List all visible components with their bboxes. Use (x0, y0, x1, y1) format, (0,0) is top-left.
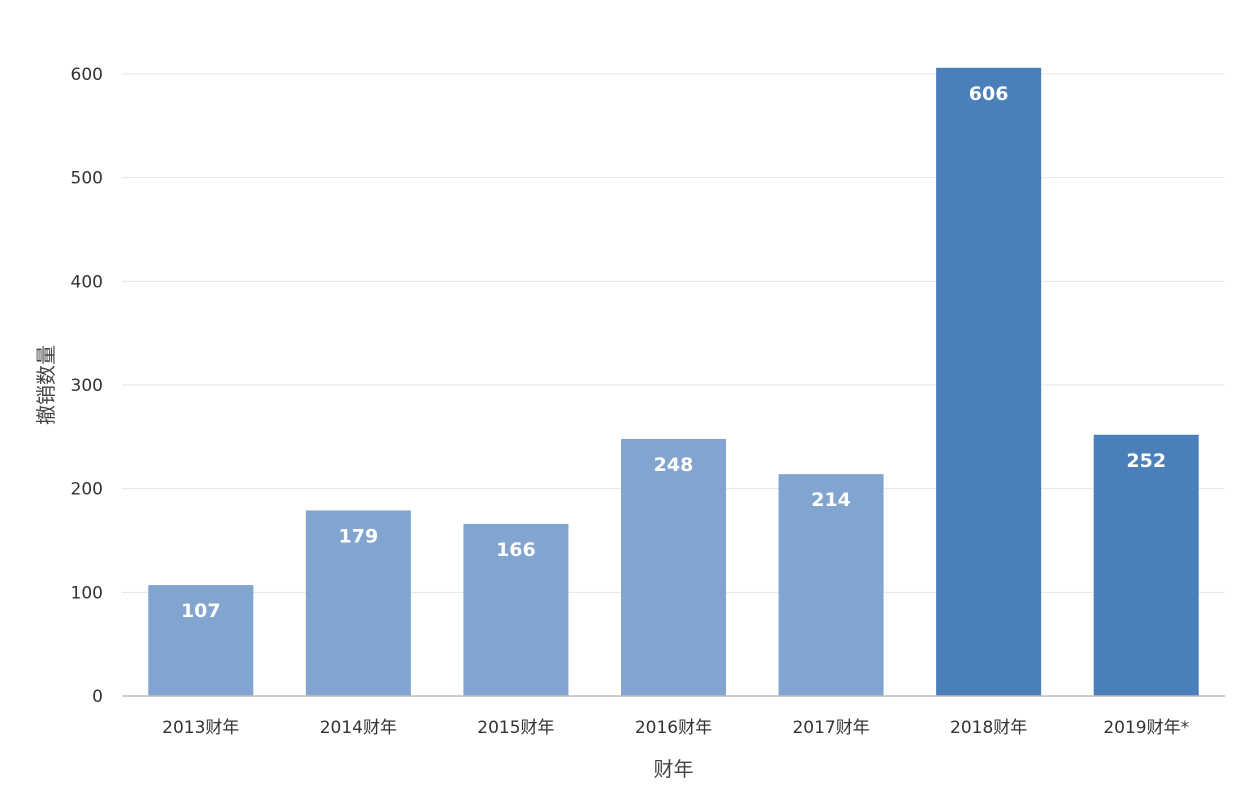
data-label: 179 (339, 525, 379, 547)
y-tick-label: 300 (71, 376, 103, 396)
data-labels: 107 179 166 248 214 606 252 (181, 83, 1166, 622)
x-tick-label: 2015财年 (477, 718, 554, 738)
x-tick-label: 2013财年 (162, 718, 239, 738)
x-axis-title: 财年 (654, 757, 694, 781)
x-tick-label: 2016财年 (635, 718, 712, 738)
data-label: 252 (1126, 450, 1166, 472)
bar (936, 67, 1042, 696)
x-tick-label: 2019财年* (1103, 718, 1189, 738)
y-tick-label: 200 (71, 480, 103, 500)
y-axis-title: 撤销数量 (34, 345, 58, 425)
data-label: 107 (181, 600, 221, 622)
data-label: 606 (969, 83, 1009, 105)
bar (148, 585, 254, 696)
y-tick-label: 100 (71, 583, 103, 603)
data-label: 166 (496, 539, 536, 561)
bar (621, 438, 726, 696)
y-tick-label: 600 (71, 65, 103, 85)
bars (148, 67, 1199, 696)
data-label: 248 (654, 454, 694, 476)
bar (1093, 434, 1199, 696)
x-tick-label: 2018财年 (950, 718, 1027, 738)
y-tick-label: 0 (92, 687, 103, 707)
x-axis-ticks: 2013财年 2014财年 2015财年 2016财年 2017财年 2018财年 2019… (162, 718, 1189, 738)
bar (463, 523, 569, 696)
y-axis-ticks: 0 100 200 300 400 500 600 (71, 65, 103, 707)
bar (778, 474, 884, 696)
x-tick-label: 2017财年 (792, 718, 869, 738)
x-tick-label: 2014财年 (320, 718, 397, 738)
y-tick-label: 500 (71, 169, 103, 189)
gridlines (122, 73, 1225, 593)
bar (305, 510, 411, 696)
y-tick-label: 400 (71, 272, 103, 292)
data-label: 214 (811, 489, 851, 511)
